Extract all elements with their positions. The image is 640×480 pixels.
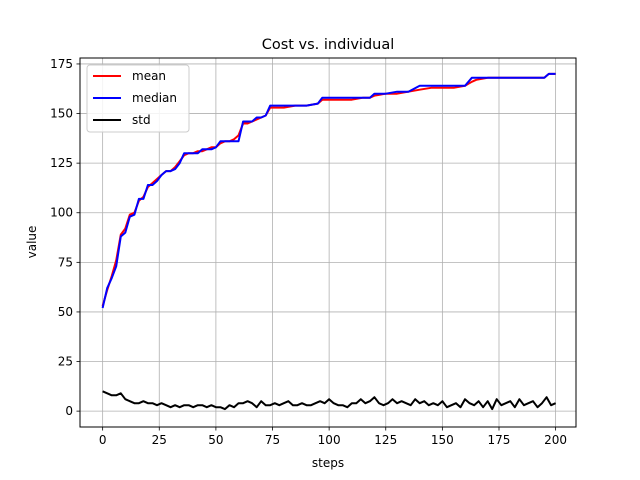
x-tick-label: 200	[544, 433, 567, 447]
axes-frame	[79, 57, 577, 428]
x-tick-label: 25	[152, 433, 167, 447]
grid-lines	[80, 58, 576, 427]
series-line-median	[101, 72, 556, 309]
x-tick-label: 150	[431, 433, 454, 447]
y-axis-label: value	[25, 226, 39, 259]
legend: mean median std	[86, 64, 190, 133]
x-tick-label: 100	[318, 433, 341, 447]
x-tick-label: 75	[265, 433, 280, 447]
y-tick-label: 25	[58, 355, 73, 369]
y-tick-label: 100	[50, 206, 73, 220]
x-tick-label: 175	[488, 433, 511, 447]
y-tick-label: 175	[50, 57, 73, 71]
x-tick-label: 0	[99, 433, 107, 447]
chart-title: Cost vs. individual	[262, 37, 395, 53]
y-axis-ticks: 0 25 50 75 100 125 150 175	[50, 57, 80, 418]
x-axis-label: steps	[312, 456, 344, 470]
legend-label-std: std	[132, 113, 151, 127]
x-tick-label: 50	[208, 433, 223, 447]
y-tick-label: 50	[58, 305, 73, 319]
x-tick-label: 125	[374, 433, 397, 447]
legend-label-mean: mean	[132, 69, 166, 83]
legend-box	[86, 64, 190, 133]
series-line-std	[102, 390, 557, 411]
series-lines	[101, 72, 557, 411]
legend-label-median: median	[132, 91, 177, 105]
y-tick-label: 125	[50, 156, 73, 170]
y-tick-label: 0	[65, 404, 73, 418]
y-tick-label: 150	[50, 107, 73, 121]
x-axis-ticks: 0 25 50 75 100 125 150 175 200	[99, 427, 567, 447]
y-tick-label: 75	[58, 255, 73, 269]
